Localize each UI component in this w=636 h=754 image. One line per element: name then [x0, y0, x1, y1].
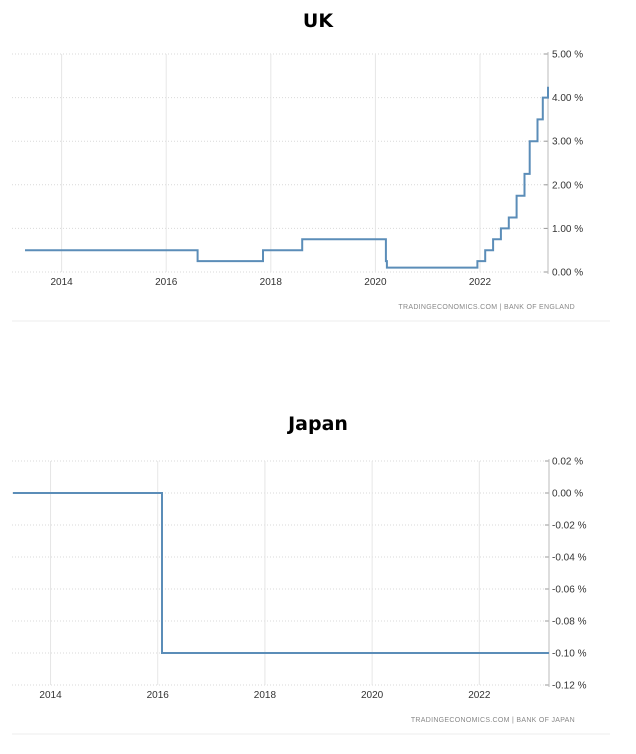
series-line — [25, 86, 549, 269]
x-tick-label: 2020 — [361, 690, 384, 701]
x-tick-label: 2016 — [147, 690, 170, 701]
y-tick-label: -0.08 % — [552, 617, 587, 628]
x-tick-label: 2018 — [254, 690, 277, 701]
x-tick-label: 2022 — [468, 690, 491, 701]
x-tick-label: 2016 — [155, 277, 178, 288]
chart-title-uk: UK — [302, 10, 334, 32]
source-label: TRADINGECONOMICS.COM | BANK OF JAPAN — [411, 717, 575, 724]
y-tick-label: 5.00 % — [552, 50, 583, 61]
y-tick-label: 0.02 % — [552, 457, 583, 468]
uk-chart-svg: 0.00 % 1.00 % 2.00 % 3.00 % 4.00 % 5.00 % 2014… — [12, 50, 610, 322]
y-tick-label: -0.02 % — [552, 521, 587, 532]
y-tick-label: -0.04 % — [552, 553, 587, 564]
y-tick-label: 0.00 % — [552, 489, 583, 500]
y-tick-label: -0.12 % — [552, 681, 587, 692]
y-tick-label: 2.00 % — [552, 180, 583, 191]
y-tick-label: 1.00 % — [552, 224, 583, 235]
y-tick-label: -0.06 % — [552, 585, 587, 596]
x-tick-label: 2022 — [469, 277, 492, 288]
x-tick-label: 2014 — [50, 277, 73, 288]
series-line — [13, 492, 549, 654]
x-tick-label: 2014 — [39, 690, 62, 701]
y-tick-label: -0.10 % — [552, 649, 587, 660]
source-label: TRADINGECONOMICS.COM | BANK OF ENGLAND — [398, 304, 575, 311]
x-tick-label: 2020 — [364, 277, 387, 288]
y-tick-label: 4.00 % — [552, 93, 583, 104]
x-tick-label: 2018 — [260, 277, 283, 288]
chart-title-japan: Japan — [288, 413, 348, 435]
y-tick-label: 3.00 % — [552, 137, 583, 148]
japan-chart-svg: 0.02 % 0.00 % -0.02 % -0.04 % -0.06 % -0.08 %… — [12, 457, 610, 735]
y-tick-label: 0.00 % — [552, 268, 583, 279]
